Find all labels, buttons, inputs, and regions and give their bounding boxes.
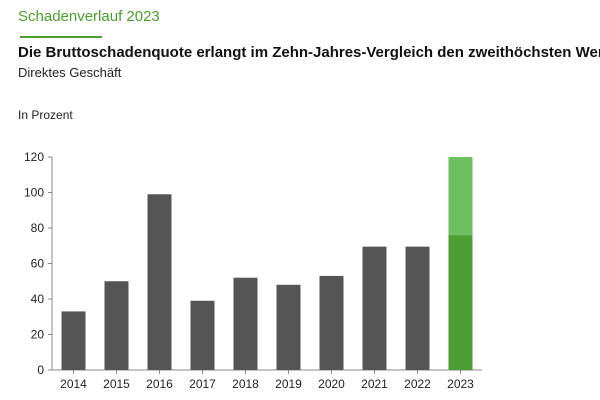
- y-tick-label: 60: [31, 257, 45, 271]
- bar-2016: [147, 194, 172, 370]
- bar-2015: [104, 281, 129, 370]
- chart-title: Die Bruttoschadenquote erlangt im Zehn-J…: [18, 44, 600, 61]
- bar-2019: [276, 284, 301, 370]
- x-tick-label: 2023: [447, 377, 474, 391]
- bar-2023-segment-1: [448, 157, 473, 236]
- x-tick-label: 2022: [404, 377, 431, 391]
- bar-2021: [362, 246, 387, 370]
- x-tick-label: 2014: [60, 377, 87, 391]
- x-tick-label: 2017: [189, 377, 216, 391]
- bar-2014: [61, 311, 86, 370]
- bar-2017: [190, 300, 215, 370]
- kicker-underline: [20, 36, 102, 38]
- bar-2022: [405, 246, 430, 370]
- y-tick-label: 80: [31, 221, 45, 235]
- x-tick-label: 2019: [275, 377, 302, 391]
- bar-2023: [448, 235, 473, 370]
- y-axis-unit-label: In Prozent: [18, 108, 73, 122]
- y-tick-label: 40: [31, 292, 45, 306]
- x-tick-label: 2020: [318, 377, 345, 391]
- y-tick-label: 20: [31, 328, 45, 342]
- y-tick-label: 120: [24, 150, 44, 164]
- x-tick-label: 2021: [361, 377, 388, 391]
- x-tick-label: 2018: [232, 377, 259, 391]
- x-tick-label: 2016: [146, 377, 173, 391]
- chart-subtitle: Direktes Geschäft: [18, 65, 122, 80]
- y-tick-label: 100: [24, 186, 44, 200]
- bar-2018: [233, 277, 258, 370]
- y-tick-label: 0: [37, 363, 44, 377]
- chart-kicker: Schadenverlauf 2023: [18, 8, 160, 25]
- bar-2020: [319, 275, 344, 370]
- x-tick-label: 2015: [103, 377, 130, 391]
